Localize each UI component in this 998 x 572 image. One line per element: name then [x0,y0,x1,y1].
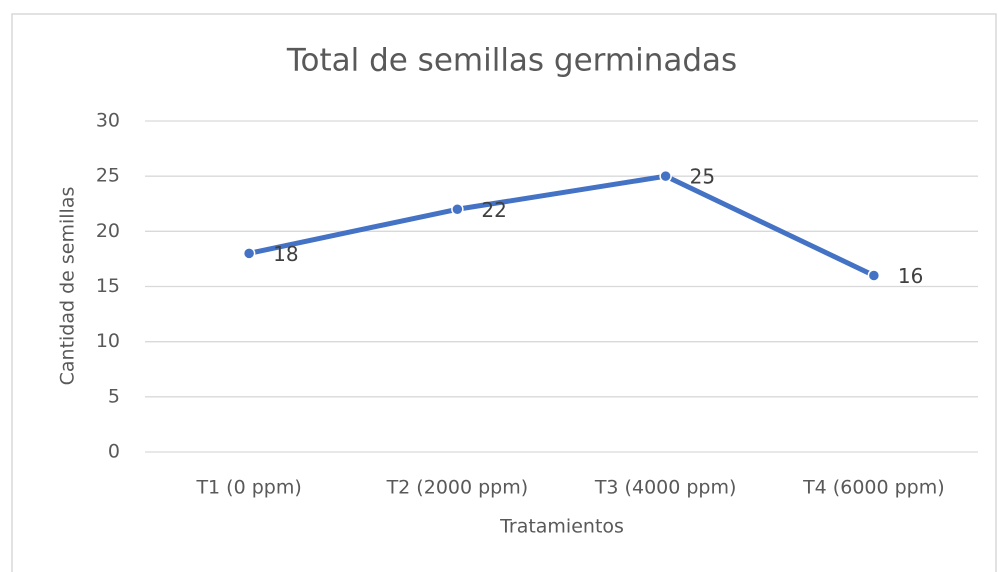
data-label: 18 [273,242,298,266]
y-tick-label: 30 [96,110,120,132]
y-axis-title: Cantidad de semillas [57,187,79,386]
marker [451,203,464,216]
y-tick-label: 20 [96,220,120,242]
data-label: 16 [898,264,923,288]
chart-border [11,13,997,572]
data-label: 25 [690,165,715,189]
x-axis-title: Tratamientos [499,516,624,538]
y-tick-label: 10 [96,330,120,352]
y-tick-label: 5 [108,385,120,407]
x-tick-label: T1 (0 ppm) [195,477,301,499]
line [246,173,877,278]
y-tick-label: 25 [96,165,120,187]
marker [242,247,256,260]
marker [867,269,881,282]
y-tick-label: 0 [108,441,120,463]
x-tick-label: T4 (6000 ppm) [802,477,945,499]
x-tick-label: T2 (2000 ppm) [386,477,529,499]
marker [659,169,672,183]
chart-title: Total de semillas germinadas [286,43,737,79]
y-tick-label: 15 [96,275,120,297]
x-tick-label: T3 (4000 ppm) [594,477,737,499]
data-label: 22 [481,198,506,222]
